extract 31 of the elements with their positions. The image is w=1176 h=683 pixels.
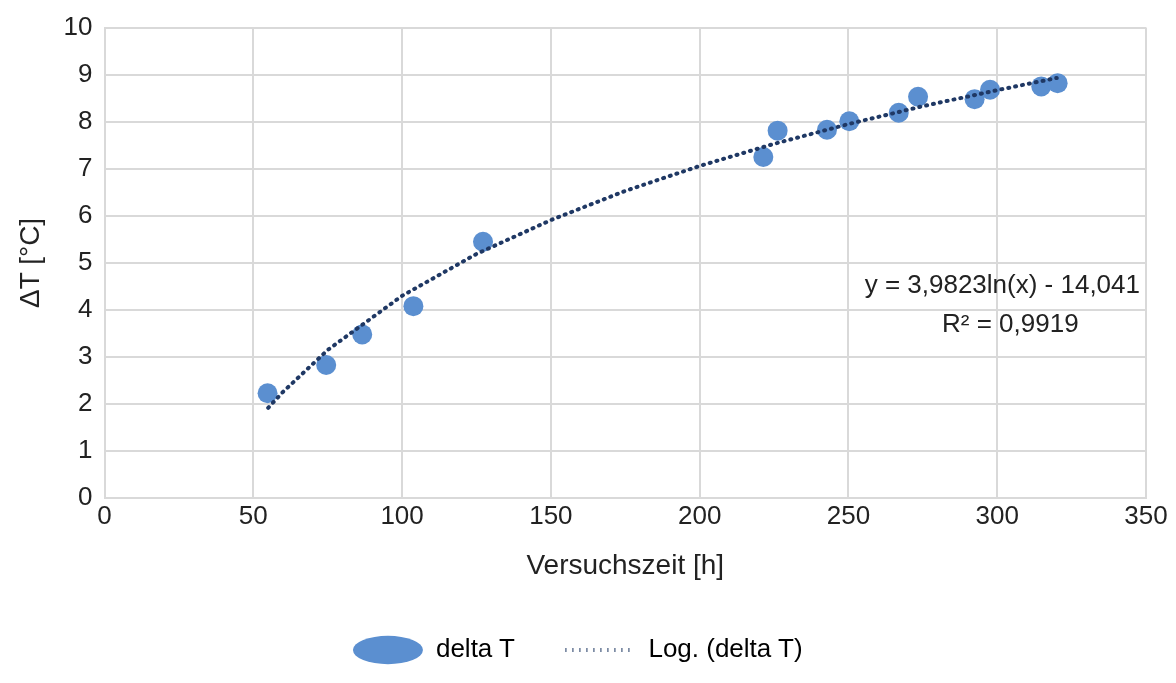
legend-label: Log. (delta T): [648, 633, 803, 664]
x-axis-title: Versuchszeit [h]: [526, 548, 725, 580]
x-tick-label: 150: [529, 499, 573, 530]
x-tick-label: 50: [238, 499, 268, 530]
y-tick-label: 1: [78, 434, 93, 465]
point: [767, 120, 788, 141]
point: [753, 147, 774, 168]
y-tick-label: 10: [63, 10, 93, 41]
y-tick-label: 8: [78, 104, 93, 135]
annotation: y = 3,9823ln(x) - 14,041: [864, 269, 1140, 300]
point: [473, 231, 494, 252]
point: [316, 355, 337, 376]
y-tick-label: 2: [78, 387, 93, 418]
x-tick-label: 300: [975, 499, 1019, 530]
point: [908, 86, 929, 107]
y-tick-label: 4: [78, 293, 93, 324]
x-tick-label: 200: [677, 499, 722, 530]
x-tick-label: 350: [1124, 499, 1168, 530]
y-tick-label: 5: [78, 246, 93, 277]
annotation: R² = 0,9919: [942, 308, 1079, 339]
x-tick-label: 0: [97, 499, 112, 530]
x-tick-label: 250: [826, 499, 871, 530]
y-tick-label: 6: [78, 199, 93, 230]
y-axis-title: ΔT [°C]: [13, 217, 45, 308]
y-tick-label: 9: [78, 57, 93, 88]
x-tick-label: 100: [380, 499, 424, 530]
point: [403, 296, 424, 317]
y-tick-label: 3: [78, 340, 93, 371]
point: [257, 383, 278, 404]
y-tick-label: 7: [78, 151, 93, 182]
legend-label: delta T: [435, 633, 516, 664]
